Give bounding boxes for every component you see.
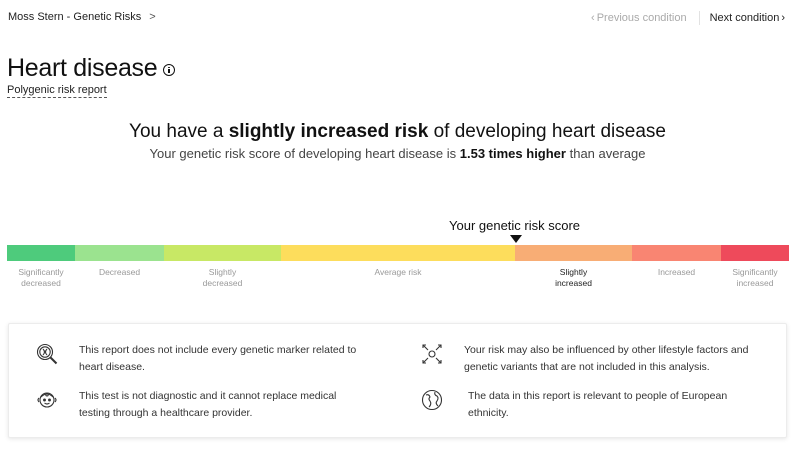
subline-post: than average — [565, 146, 646, 161]
risk-segment-label: Significantly increased — [732, 267, 778, 288]
disclaimer-note: This report does not include every genet… — [35, 342, 356, 376]
chevron-left-icon: ‹ — [591, 12, 595, 24]
headline-post: of developing heart disease — [428, 121, 666, 142]
nav-divider — [698, 11, 700, 25]
doctor-icon — [37, 392, 57, 408]
note-line: Your risk may also be influenced by othe… — [464, 344, 749, 356]
note-line: This report does not include every genet… — [79, 344, 357, 356]
condition-nav: ‹ Previous condition Next condition › — [589, 11, 787, 25]
score-marker-icon — [510, 235, 522, 243]
risk-subline: Your genetic risk score of developing he… — [0, 146, 795, 161]
risk-segment-label: Average risk — [374, 267, 422, 277]
info-icon[interactable] — [163, 63, 176, 76]
risk-segment — [281, 245, 515, 261]
risk-segment — [721, 245, 789, 261]
note-line: The data in this report is relevant to p… — [468, 390, 728, 402]
globe-icon — [421, 389, 443, 411]
report-type-link[interactable]: Polygenic risk report — [7, 84, 107, 98]
risk-segment — [632, 245, 721, 261]
note-line: heart disease. — [79, 361, 145, 373]
page-title-text: Heart disease — [7, 54, 158, 82]
chevron-right-icon: › — [781, 12, 785, 24]
previous-condition-label: Previous condition — [596, 12, 687, 24]
next-condition-button[interactable]: Next condition › — [710, 12, 787, 24]
risk-segment — [75, 245, 164, 261]
disclaimer-card: This report does not include every genet… — [8, 323, 787, 438]
subline-pre: Your genetic risk score of developing he… — [149, 146, 460, 161]
risk-segment-label: Slightly decreased — [202, 267, 243, 288]
risk-segment — [7, 245, 75, 261]
disclaimer-note: Your risk may also be influenced by othe… — [420, 342, 748, 376]
previous-condition-button[interactable]: ‹ Previous condition — [589, 12, 687, 24]
risk-segment-label: Increased — [657, 267, 696, 277]
breadcrumb-link[interactable]: Moss Stern - Genetic Risks — [8, 11, 142, 23]
risk-segment — [164, 245, 281, 261]
note-line: This test is not diagnostic and it canno… — [79, 390, 337, 402]
score-label: Your genetic risk score — [449, 218, 581, 233]
breadcrumb: Moss Stern - Genetic Risks > — [8, 11, 156, 23]
risk-segment-label: Slightly increased — [555, 267, 592, 288]
disclaimer-note: This test is not diagnostic and it canno… — [35, 388, 336, 422]
disclaimer-note: The data in this report is relevant to p… — [420, 388, 727, 422]
headline-pre: You have a — [129, 121, 229, 142]
note-line: testing through a healthcare provider. — [79, 407, 253, 419]
lifestyle-factors-icon — [422, 344, 442, 364]
magnifier-dna-icon — [36, 343, 58, 365]
subline-score: 1.53 times higher — [459, 146, 566, 161]
risk-segment — [515, 245, 632, 261]
headline-risk-level: slightly increased risk — [228, 121, 429, 142]
risk-segment-label: Decreased — [98, 267, 141, 277]
note-line: ethnicity. — [468, 407, 509, 419]
top-bar: Moss Stern - Genetic Risks > ‹ Previous … — [0, 0, 803, 34]
risk-scale-bar — [7, 245, 789, 261]
page-title: Heart disease — [7, 54, 176, 83]
risk-headline: You have a slightly increased risk of de… — [0, 121, 795, 143]
next-condition-label: Next condition — [709, 12, 780, 24]
note-line: genetic variants that are not included i… — [464, 361, 710, 373]
risk-segment-label: Significantly decreased — [18, 267, 64, 288]
breadcrumb-separator: > — [149, 11, 156, 23]
